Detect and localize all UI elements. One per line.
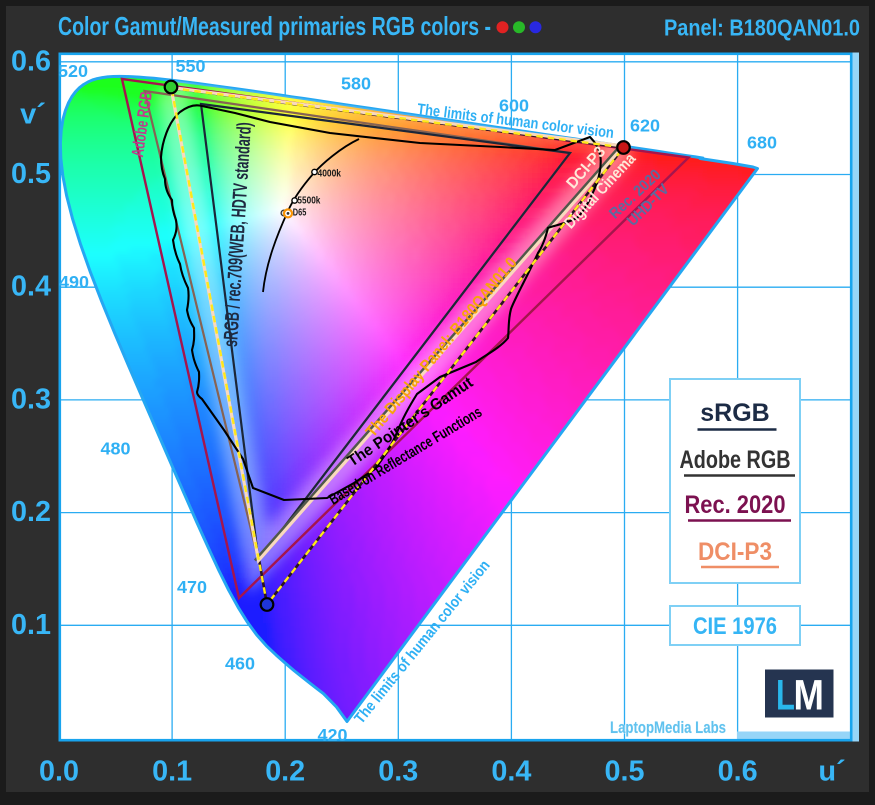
svg-text:0.2: 0.2 <box>11 496 51 528</box>
svg-text:460: 460 <box>225 653 255 673</box>
svg-text:4000k: 4000k <box>318 167 342 179</box>
svg-text:0.6: 0.6 <box>718 756 758 788</box>
svg-text:0.3: 0.3 <box>378 756 418 788</box>
svg-text:v´: v´ <box>20 99 46 131</box>
svg-text:D65: D65 <box>293 207 307 219</box>
svg-text:0.1: 0.1 <box>152 756 192 788</box>
svg-text:580: 580 <box>341 73 371 93</box>
svg-text:550: 550 <box>176 56 206 76</box>
svg-text:420: 420 <box>318 725 348 745</box>
svg-text:0.3: 0.3 <box>11 383 51 415</box>
svg-text:0.5: 0.5 <box>11 158 51 190</box>
svg-text:u´: u´ <box>818 756 845 788</box>
svg-text:CIE 1976: CIE 1976 <box>693 613 777 640</box>
svg-text:Rec. 2020: Rec. 2020 <box>685 491 786 519</box>
svg-text:620: 620 <box>630 115 660 135</box>
svg-text:Color Gamut/Measured primaries: Color Gamut/Measured primaries RGB color… <box>58 11 491 41</box>
svg-text:DCI-P3: DCI-P3 <box>698 538 772 566</box>
svg-text:520: 520 <box>58 61 88 81</box>
svg-text:0.1: 0.1 <box>11 609 51 641</box>
svg-text:LaptopMedia Labs: LaptopMedia Labs <box>610 718 726 737</box>
svg-text:L: L <box>776 670 795 718</box>
svg-text:600: 600 <box>499 95 529 115</box>
svg-text:0.4: 0.4 <box>11 271 51 303</box>
svg-text:M: M <box>794 672 824 719</box>
svg-text:0.0: 0.0 <box>39 756 79 788</box>
svg-text:sRGB: sRGB <box>700 399 769 427</box>
svg-text:0.5: 0.5 <box>605 756 645 788</box>
svg-text:480: 480 <box>101 438 131 458</box>
svg-text:5500k: 5500k <box>297 195 320 207</box>
svg-text:Adobe RGB: Adobe RGB <box>680 446 791 474</box>
svg-text:470: 470 <box>177 577 207 597</box>
svg-text:680: 680 <box>747 132 777 152</box>
svg-text:Panel: B180QAN01.0: Panel: B180QAN01.0 <box>664 15 860 41</box>
svg-text:0.4: 0.4 <box>491 756 531 788</box>
svg-text:0.6: 0.6 <box>11 45 51 77</box>
svg-text:490: 490 <box>59 272 89 292</box>
svg-text:0.2: 0.2 <box>265 756 305 788</box>
